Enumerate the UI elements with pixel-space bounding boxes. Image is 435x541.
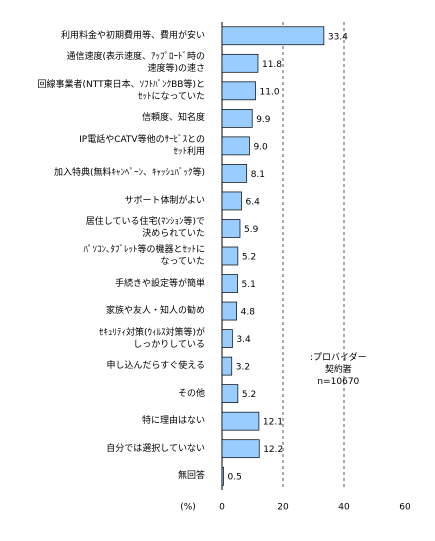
value-label: 3.2 <box>236 363 250 373</box>
bar <box>221 384 239 403</box>
value-label: 11.8 <box>262 60 282 70</box>
value-label: 0.5 <box>228 473 242 483</box>
bar <box>221 191 242 211</box>
bar <box>221 356 233 376</box>
category-label: 回線事業者(NTT東日本、ｿﾌﾄﾊﾞﾝｸBB等)と ｾｯﾄになっていた <box>37 79 205 102</box>
category-label: IP電話やCATV等他のｻｰﾋﾞｽとの ｾｯﾄ利用 <box>79 134 205 157</box>
category-label: 自分では選択していない <box>106 443 205 454</box>
category-label: 利用料金や初期費用等、費用が安い <box>60 30 205 41</box>
category-label: 手続きや設定等が簡単 <box>114 278 205 289</box>
category-label: 信頼度、知名度 <box>141 113 205 124</box>
bar <box>221 411 260 431</box>
value-label: 8.1 <box>251 170 265 180</box>
bar <box>221 109 253 128</box>
x-tick-label: 40 <box>338 503 350 513</box>
bar <box>221 466 224 486</box>
value-label: 3.4 <box>236 335 251 345</box>
bar <box>221 219 241 238</box>
bar <box>221 26 325 46</box>
category-label: 通信速度(表示速度、ｱｯﾌﾟﾛｰﾄﾞ時の 速度等)の速さ <box>66 52 205 75</box>
category-label: 無回答 <box>177 471 205 482</box>
category-label: 申し込んだらすぐ使える <box>106 361 205 372</box>
value-label: 5.2 <box>242 390 256 400</box>
x-tick-label: 20 <box>277 503 289 513</box>
annotation: :プロバイダー 契約者 n=10670 <box>310 353 367 387</box>
category-label: サポート体制がよい <box>124 195 205 206</box>
value-label: 12.1 <box>263 418 283 428</box>
value-label: 6.4 <box>246 197 261 207</box>
value-label: 12.2 <box>263 445 283 455</box>
category-label: ｾｷｭﾘﾃｨ対策(ｳｨﾙｽ対策等)が しっかりしている <box>98 327 205 350</box>
bar <box>221 439 260 459</box>
category-label: 特に理由はない <box>141 416 205 427</box>
bar <box>221 301 237 321</box>
category-label: ﾊﾟｿｺﾝ､ﾀﾌﾞﾚｯﾄ等の機器とｾｯﾄに なっていた <box>83 245 205 267</box>
bar <box>221 274 238 293</box>
bar <box>221 164 248 183</box>
category-label: その他 <box>177 388 205 399</box>
category-label: 居住している住宅(ﾏﾝｼｮﾝ等)で 決められていた <box>85 217 205 240</box>
value-label: 9.0 <box>253 142 268 152</box>
bar <box>221 53 259 73</box>
bar <box>221 136 250 156</box>
x-tick-label: 60 <box>399 503 411 513</box>
value-label: 5.9 <box>244 225 259 235</box>
value-label: 4.8 <box>241 308 256 318</box>
bar <box>221 329 233 348</box>
bar <box>221 81 256 101</box>
category-label: 家族や友人・知人の勧め <box>105 306 205 317</box>
x-axis-label: (%) <box>180 503 196 513</box>
category-label: 加入特典(無料ｷｬﾝﾍﾟｰﾝ、ｷｬｯｼｭﾊﾞｯｸ等) <box>53 168 205 179</box>
value-label: 11.0 <box>260 87 280 97</box>
value-label: 9.9 <box>256 115 271 125</box>
value-label: 5.2 <box>242 253 256 263</box>
x-tick-label: 0 <box>219 503 225 513</box>
value-label: 5.1 <box>242 280 256 290</box>
value-label: 33.4 <box>328 32 348 42</box>
bar <box>221 246 239 266</box>
